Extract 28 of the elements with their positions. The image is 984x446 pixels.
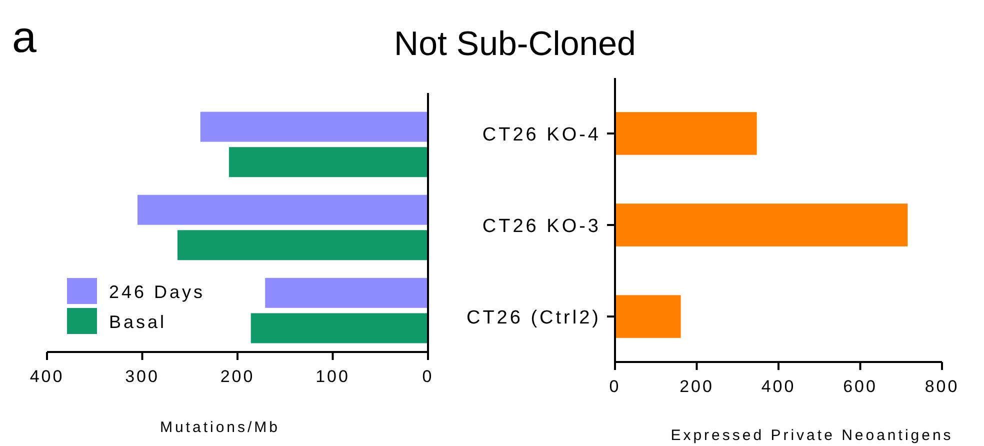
x-tick-label: 0 xyxy=(609,377,621,396)
bar xyxy=(615,112,757,155)
x-axis-title: Expressed Private Neoantigens xyxy=(670,427,954,444)
bar xyxy=(615,204,908,246)
bar xyxy=(137,194,428,225)
x-tick-label: 200 xyxy=(680,377,714,396)
x-tick-label: 0 xyxy=(422,367,434,386)
legend-label: 246 Days xyxy=(109,282,206,302)
bar xyxy=(250,313,428,344)
y-tick-label: CT26 KO-3 xyxy=(482,216,601,237)
x-tick-label: 600 xyxy=(843,377,878,396)
bar xyxy=(177,230,428,260)
x-tick-label: 200 xyxy=(220,367,255,386)
x-tick-label: 300 xyxy=(125,367,160,386)
y-tick-label: CT26 KO-4 xyxy=(482,124,601,146)
bar xyxy=(265,278,428,308)
legend-label: Basal xyxy=(109,312,167,332)
x-tick-label: 800 xyxy=(924,377,960,396)
x-tick-label: 400 xyxy=(761,377,796,396)
x-tick-label: 400 xyxy=(30,367,64,386)
y-tick-label: CT26 (Ctrl2) xyxy=(466,308,601,329)
text: Not Sub-Cloned xyxy=(394,25,636,63)
bar xyxy=(615,295,681,338)
bar xyxy=(228,147,428,178)
x-tick-label: 100 xyxy=(316,367,350,386)
x-axis-title: Mutations/Mb xyxy=(160,419,280,436)
bar xyxy=(200,112,428,142)
text: a xyxy=(12,13,37,62)
